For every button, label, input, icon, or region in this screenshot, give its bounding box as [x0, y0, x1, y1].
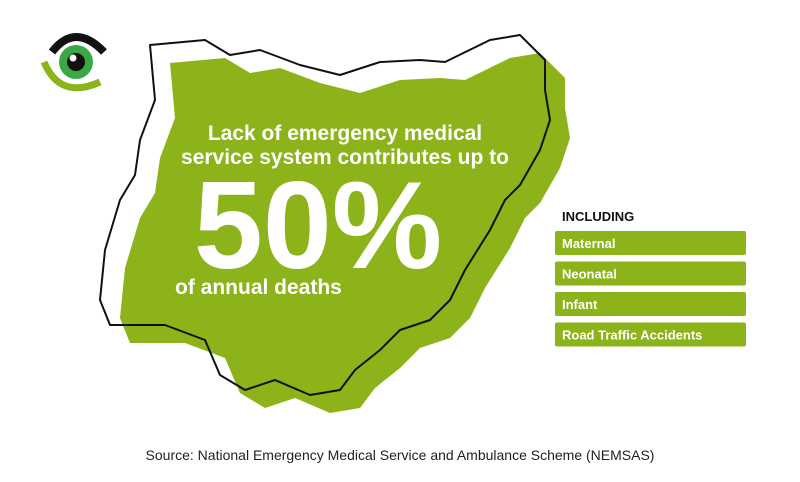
headline-line: Lack of emergency medical	[208, 122, 482, 145]
list-item-bg	[555, 261, 746, 286]
source: Source: National Emergency Medical Servi…	[146, 447, 655, 463]
headline-line: service system contributes up to	[181, 146, 509, 169]
headline-figure: 50%	[194, 157, 442, 295]
list-item: Infant	[562, 297, 598, 312]
map	[99, 34, 570, 413]
logo	[40, 33, 107, 92]
list-item-bg	[555, 322, 746, 347]
list: Maternal Neonatal Infant Road Traffic Accid…	[555, 231, 746, 347]
list-item: Neonatal	[562, 267, 617, 282]
list-item-bg	[555, 231, 746, 255]
list-item: Road Traffic Accidents	[562, 328, 702, 343]
list-item-bg	[555, 292, 746, 316]
headline-line: of annual deaths	[175, 276, 342, 299]
list-item: Maternal	[562, 236, 615, 251]
list-title: INCLUDING	[562, 209, 634, 224]
